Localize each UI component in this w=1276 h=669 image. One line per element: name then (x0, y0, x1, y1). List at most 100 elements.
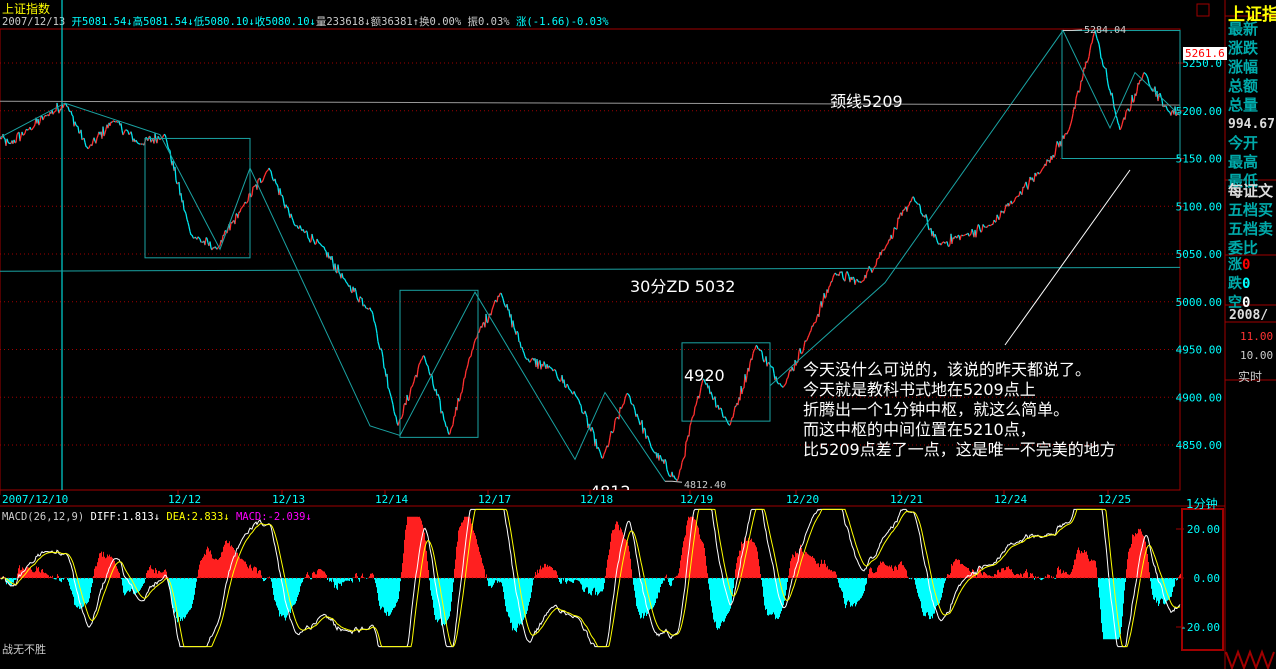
price-segment (1011, 202, 1014, 205)
price-segment (442, 413, 445, 421)
price-segment (452, 416, 455, 425)
horizontal-level-line (0, 100, 1181, 106)
price-segment (425, 362, 428, 366)
price-segment (371, 310, 374, 315)
price-segment (226, 228, 229, 234)
price-segment (1016, 195, 1019, 198)
price-segment (659, 454, 662, 458)
price-segment (724, 416, 727, 419)
x-tick-label: 12/18 (580, 493, 613, 506)
scale-high: 11.00 (1240, 330, 1274, 343)
price-segment (821, 300, 824, 308)
price-segment (302, 229, 305, 233)
price-segment (373, 320, 376, 324)
price-segment (898, 214, 901, 219)
price-segment (1021, 186, 1024, 195)
price-segment (527, 358, 530, 362)
macd-tick-label: -20.00 (1180, 621, 1220, 634)
price-segment (1094, 30, 1097, 35)
period-label[interactable]: 1分钟 (1186, 497, 1218, 511)
price-segment (584, 410, 587, 415)
price-segment (424, 358, 427, 363)
price-segment (312, 238, 315, 242)
price-segment (639, 422, 642, 426)
price-segment (1115, 115, 1118, 119)
price-segment (567, 385, 570, 390)
price-segment (1023, 184, 1026, 188)
price-segment (306, 231, 309, 239)
price-segment (906, 205, 909, 212)
x-tick-label: 12/13 (272, 493, 305, 506)
zigzag-decoration-icon (1225, 649, 1275, 669)
quote-date: 2007/12/13 (2, 16, 66, 28)
price-segment (620, 407, 623, 409)
price-segment (187, 222, 190, 227)
price-segment (162, 134, 165, 137)
price-segment (609, 431, 612, 438)
realtime-button[interactable]: 实时 (1238, 370, 1263, 384)
price-segment (993, 219, 996, 223)
price-segment (419, 359, 422, 364)
price-segment (814, 321, 817, 324)
price-segment (395, 416, 398, 423)
price-segment (636, 413, 639, 418)
price-segment (1131, 94, 1134, 103)
price-segment (240, 207, 243, 209)
price-segment (1161, 99, 1164, 107)
price-segment (413, 376, 416, 382)
price-segment (760, 349, 763, 353)
price-segment (200, 241, 203, 243)
field-value: 994.67 (1228, 117, 1275, 132)
price-segment (1103, 66, 1106, 69)
price-segment (712, 398, 715, 401)
price-segment (1127, 108, 1130, 111)
price-segment (197, 236, 200, 239)
price-segment (585, 413, 588, 418)
price-segment (844, 273, 847, 282)
price-segment (925, 214, 928, 219)
high-value-label: 5284.04 (1084, 25, 1127, 36)
price-segment (637, 417, 640, 421)
price-segment (460, 392, 463, 394)
price-segment (1035, 173, 1038, 177)
index-title: 上证指数 (2, 2, 51, 16)
price-segment (214, 246, 217, 249)
price-segment (689, 422, 692, 426)
price-segment (490, 309, 493, 316)
price-segment (438, 396, 441, 401)
price-segment (1175, 114, 1178, 117)
price-segment (791, 366, 794, 371)
price-segment (622, 403, 625, 406)
price-segment (281, 194, 284, 198)
price-segment (680, 462, 683, 469)
field-ratio: 委比 (1228, 239, 1259, 257)
price-segment (787, 372, 790, 378)
price-segment (506, 304, 509, 311)
price-segment (376, 333, 379, 342)
price-segment (1039, 171, 1042, 174)
price-segment (331, 255, 334, 264)
comment-line: 折腾出一个1分钟中枢，就这么简单。 (803, 400, 1070, 419)
price-segment (83, 137, 86, 143)
price-segment (886, 242, 889, 245)
field-notice[interactable]: 每证文 (1228, 182, 1274, 200)
price-segment (881, 249, 884, 252)
y-tick-label: 5050.00 (1176, 248, 1222, 261)
price-segment (1096, 38, 1099, 42)
price-segment (397, 421, 400, 426)
comment-line: 今天就是教科书式地在5209点上 (803, 380, 1036, 399)
field-bid5: 五档买 (1228, 201, 1274, 219)
price-segment (1014, 196, 1017, 200)
price-segment (274, 178, 277, 184)
price-segment (1012, 201, 1015, 203)
comment-line: 而这中枢的中间位置在5210点， (803, 420, 1036, 439)
price-segment (1064, 132, 1067, 135)
price-segment (1063, 133, 1066, 139)
price-segment (374, 323, 377, 328)
price-segment (307, 237, 310, 240)
price-segment (0, 137, 3, 140)
price-segment (563, 379, 566, 388)
price-segment (1168, 111, 1171, 113)
price-segment (409, 387, 412, 395)
